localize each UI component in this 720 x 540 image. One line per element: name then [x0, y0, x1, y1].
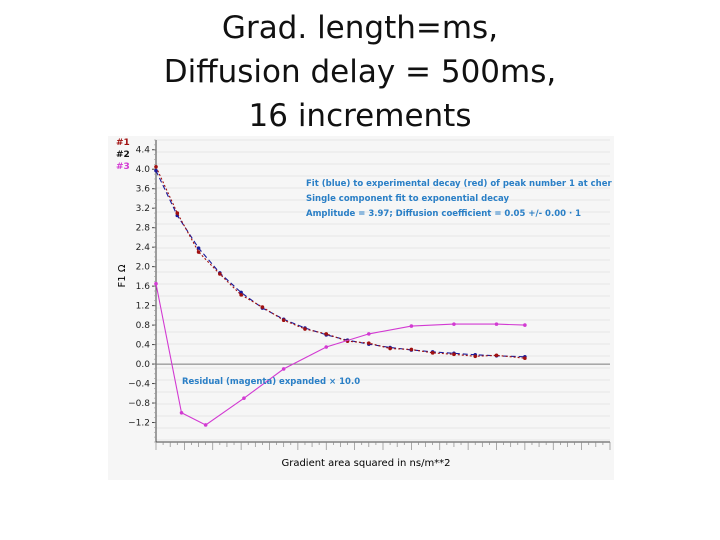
series-point-2: [452, 352, 456, 357]
annotation-line-2: Single component fit to exponential deca…: [306, 194, 510, 204]
series-point-3: [409, 324, 414, 328]
y-tick-label: −0.4: [128, 380, 150, 390]
legend-entry-1: #1: [116, 138, 130, 148]
y-tick-label: 4.4: [136, 146, 151, 156]
series-point-2: [494, 353, 499, 358]
residual-label: Residual (magenta) expanded × 10.0: [182, 377, 360, 387]
series-line-2: [155, 166, 525, 359]
chart-svg: 4.4 4.0 3.6 3.2 2.8 2.4 2.0 1.6 1.2 0.8 0.4 0.0 −0.4…: [108, 136, 614, 480]
y-tick-label: 0.0: [136, 360, 151, 370]
series-point-2: [175, 211, 180, 215]
series-point-2: [523, 356, 527, 361]
series-point-2: [154, 164, 158, 169]
series-point-3: [523, 323, 527, 327]
series-point-2: [409, 347, 414, 352]
series-point-2: [473, 354, 478, 359]
legend-entry-2: #2: [116, 150, 130, 160]
y-tick-label: 0.4: [136, 341, 151, 351]
series-point-3: [203, 423, 208, 427]
y-tick-label: −0.8: [128, 399, 150, 409]
series-point-3: [452, 322, 456, 326]
series-point-3: [281, 367, 286, 371]
y-tick-label: 2.4: [136, 243, 151, 253]
title-line: Grad. length=ms,: [221, 10, 499, 46]
y-tick-label: 1.6: [136, 282, 151, 292]
annotation-line-1: Fit (blue) to experimental decay (red) o…: [306, 179, 612, 189]
series-point-2: [430, 351, 435, 355]
series-point-1: [154, 168, 158, 173]
annotation-line-3: Amplitude = 3.97; Diffusion coefficient …: [306, 209, 581, 219]
title-line: Diffusion delay = 500ms,: [163, 54, 557, 90]
series-point-3: [179, 410, 184, 415]
series-point-2: [388, 346, 392, 351]
y-tick-label: −1.2: [128, 419, 150, 429]
series-point-2: [260, 305, 265, 309]
y-tick-label: 1.2: [136, 302, 150, 312]
series-point-3: [154, 281, 158, 286]
series-point-2: [196, 250, 201, 254]
series-point-2: [239, 293, 243, 297]
series-point-2: [303, 327, 307, 331]
y-tick-label: 0.8: [136, 321, 151, 331]
series-point-3: [367, 332, 371, 336]
y-tick-label: 3.2: [136, 204, 150, 214]
series-layer: [154, 164, 527, 427]
series-point-3: [242, 396, 246, 400]
x-axis-label: Gradient area squared in ns/m**2: [281, 458, 450, 469]
y-tick-label: 2.8: [136, 224, 151, 234]
series-point-3: [494, 322, 499, 326]
title-line: 16 increments: [248, 98, 472, 134]
y-tick-label: 2.0: [136, 263, 151, 273]
series-point-2: [367, 341, 371, 345]
series-point-2: [218, 272, 222, 276]
legend-entry-3: #3: [116, 162, 130, 172]
chart-grid: [156, 139, 610, 441]
series-point-3: [324, 345, 329, 349]
x-ticks: [155, 442, 611, 450]
diffusion-decay-chart: 4.4 4.0 3.6 3.2 2.8 2.4 2.0 1.6 1.2 0.8 0.4 0.0 −0.4…: [108, 136, 614, 480]
series-point-2: [324, 332, 329, 336]
series-point-1: [196, 246, 201, 250]
series-point-2: [281, 318, 286, 323]
y-tick-label: 4.0: [136, 165, 151, 175]
y-axis-label: F1 Ω: [117, 264, 128, 287]
y-tick-label: 3.6: [136, 185, 151, 195]
y-ticks: 4.4 4.0 3.6 3.2 2.8 2.4 2.0 1.6 1.2 0.8 0.4 0.0 −0.4…: [128, 139, 156, 443]
slide-title: Grad. length=ms, Diffusion delay = 500ms…: [0, 6, 720, 138]
